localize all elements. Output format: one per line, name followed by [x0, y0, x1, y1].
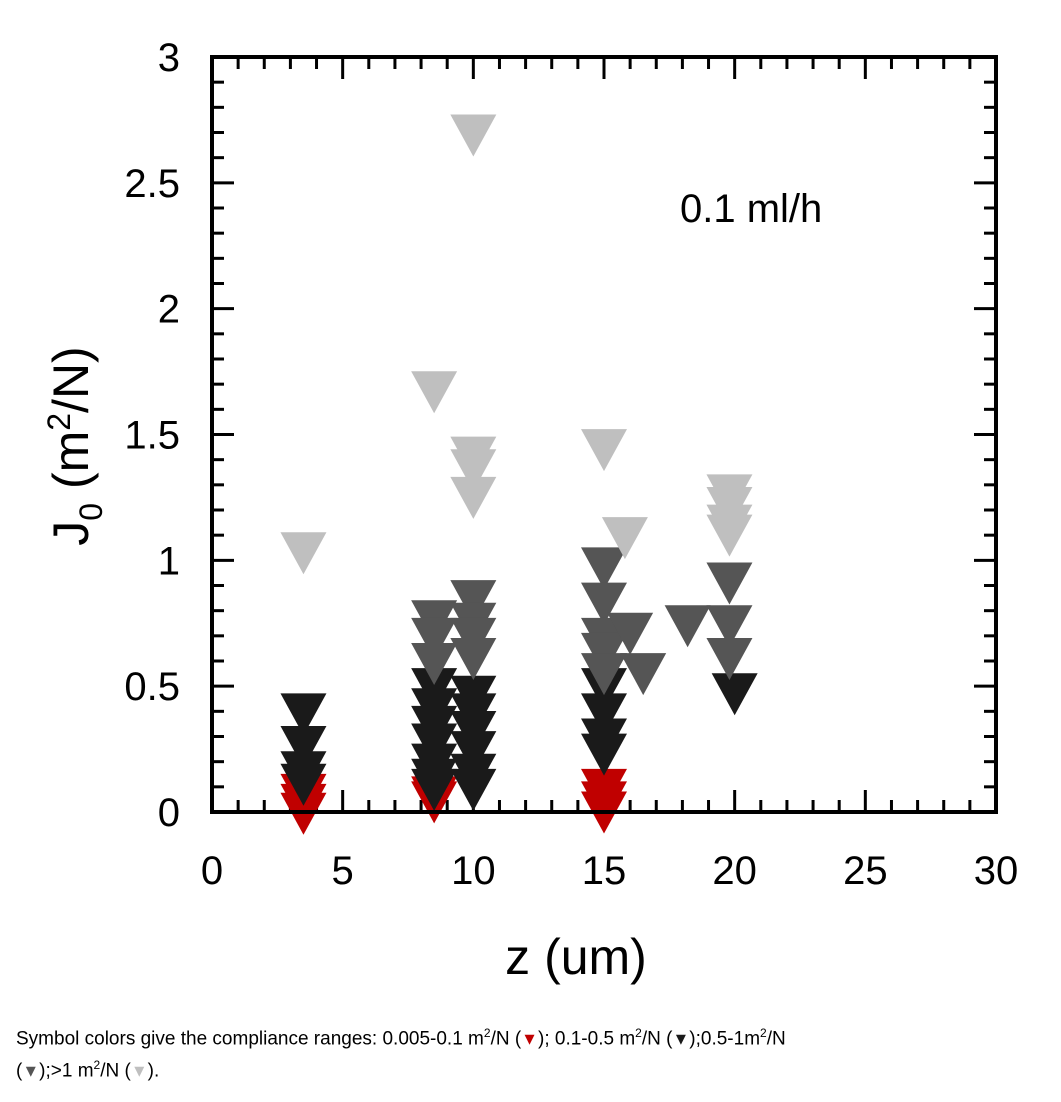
dark-gray-triangle-icon: ▼ — [22, 1061, 40, 1081]
y-tick-label: 2.5 — [124, 162, 180, 206]
y-axis-label-main: J — [43, 521, 99, 546]
y-tick-label: 2 — [158, 288, 180, 332]
caption-range-2-end: /N ( — [641, 1028, 673, 1050]
data-point-0-5-1-m2-n — [411, 643, 458, 685]
caption-sup-3: 2 — [760, 1026, 767, 1040]
y-axis-label-units-end: /N) — [43, 346, 99, 413]
data-point-0-5-1-m2-n — [581, 582, 627, 625]
data-point-1-m2-n — [706, 514, 753, 557]
data-point-0-5-1-m2-n — [706, 605, 753, 648]
y-tick-label: 1.5 — [124, 414, 180, 458]
data-point-0-5-1-m2-n — [450, 580, 497, 623]
chart-annotation: 0.1 ml/h — [680, 187, 822, 231]
data-point-0-1-0-5-m2-n — [411, 768, 458, 811]
data-point-1-m2-n — [450, 114, 497, 157]
data-point-1-m2-n — [581, 429, 627, 472]
data-point-1-m2-n — [450, 476, 497, 519]
caption-range-3-open: ( — [16, 1060, 23, 1082]
x-tick-label: 5 — [332, 849, 354, 893]
caption-range-3-end: /N — [766, 1028, 786, 1050]
caption-sup-1: 2 — [483, 1026, 491, 1040]
x-tick-label: 20 — [712, 849, 757, 893]
data-point-0-1-0-5-m2-n — [280, 693, 327, 736]
data-point-1-m2-n — [280, 532, 327, 575]
figure-caption: Symbol colors give the compliance ranges… — [16, 1020, 1056, 1085]
data-point-1-m2-n — [601, 517, 648, 560]
y-tick-label: 1 — [158, 539, 180, 583]
data-point-0-5-1-m2-n — [581, 653, 627, 696]
caption-sup-2: 2 — [635, 1026, 642, 1040]
caption-sup-4: 2 — [93, 1058, 101, 1073]
data-point-0-5-1-m2-n — [664, 605, 711, 648]
data-point-0-1-0-5-m2-n — [581, 733, 627, 776]
x-tick-label: 25 — [843, 849, 888, 893]
data-point-0-5-1-m2-n — [450, 637, 497, 680]
x-tick-label: 10 — [451, 849, 496, 893]
y-tick-label: 3 — [158, 36, 180, 80]
caption-intro: Symbol colors give the compliance ranges… — [16, 1028, 383, 1050]
red-triangle-icon: ▼ — [521, 1029, 538, 1049]
caption-range-4-close: ). — [147, 1060, 160, 1082]
x-tick-label: 15 — [582, 849, 627, 893]
y-axis-label: J0 (m2/N) — [41, 346, 109, 545]
x-axis-label: z (um) — [505, 929, 647, 985]
plot-frame — [210, 55, 998, 814]
light-gray-triangle-icon: ▼ — [130, 1061, 148, 1081]
y-tick-label: 0.5 — [124, 665, 180, 709]
data-point-0-1-0-5-m2-n — [450, 731, 497, 774]
data-point-0-5-1-m2-n — [607, 612, 654, 655]
caption-range-3-close: ); — [39, 1060, 51, 1082]
data-point-0-5-1-m2-n — [620, 653, 667, 696]
caption-range-2: 0.1-0.5 m — [554, 1028, 636, 1050]
y-axis-label-units: (m — [43, 431, 99, 503]
caption-range-4: >1 m — [50, 1060, 94, 1082]
caption-range-3: 0.5-1m — [700, 1028, 761, 1050]
data-point-0-1-0-5-m2-n — [711, 673, 758, 716]
data-point-1-m2-n — [411, 371, 458, 414]
x-tick-label: 0 — [201, 849, 223, 893]
y-axis-label-sub: 0 — [73, 503, 109, 521]
caption-range-1-close: ); — [538, 1028, 555, 1050]
caption-range-2-close: ); — [689, 1028, 701, 1050]
data-points — [280, 114, 758, 835]
y-tick-label: 0 — [158, 791, 180, 835]
data-point-0-5-1-m2-n — [411, 617, 458, 660]
data-point-0-1-0-5-m2-n — [450, 768, 497, 811]
data-point-0-5-1-m2-n — [581, 547, 627, 590]
x-tick-label: 30 — [974, 849, 1019, 893]
data-point-0-1-0-5-m2-n — [581, 693, 627, 736]
data-point-0-1-0-5-m2-n — [280, 726, 327, 769]
data-point-0-1-0-5-m2-n — [280, 763, 327, 806]
data-point-0-5-1-m2-n — [706, 562, 753, 605]
caption-range-4-end: /N ( — [100, 1060, 131, 1082]
caption-range-1-end: /N ( — [490, 1028, 522, 1050]
black-triangle-icon: ▼ — [672, 1029, 690, 1049]
tick-labels: 0 5 10 15 20 25 30 0 0.5 1 1.5 2 2.5 3 — [124, 36, 1018, 893]
caption-range-1: 0.005-0.1 m — [382, 1028, 484, 1050]
data-point-1-m2-n — [450, 449, 497, 492]
y-axis-label-sup: 2 — [41, 413, 77, 431]
data-point-0-5-1-m2-n — [706, 637, 753, 680]
